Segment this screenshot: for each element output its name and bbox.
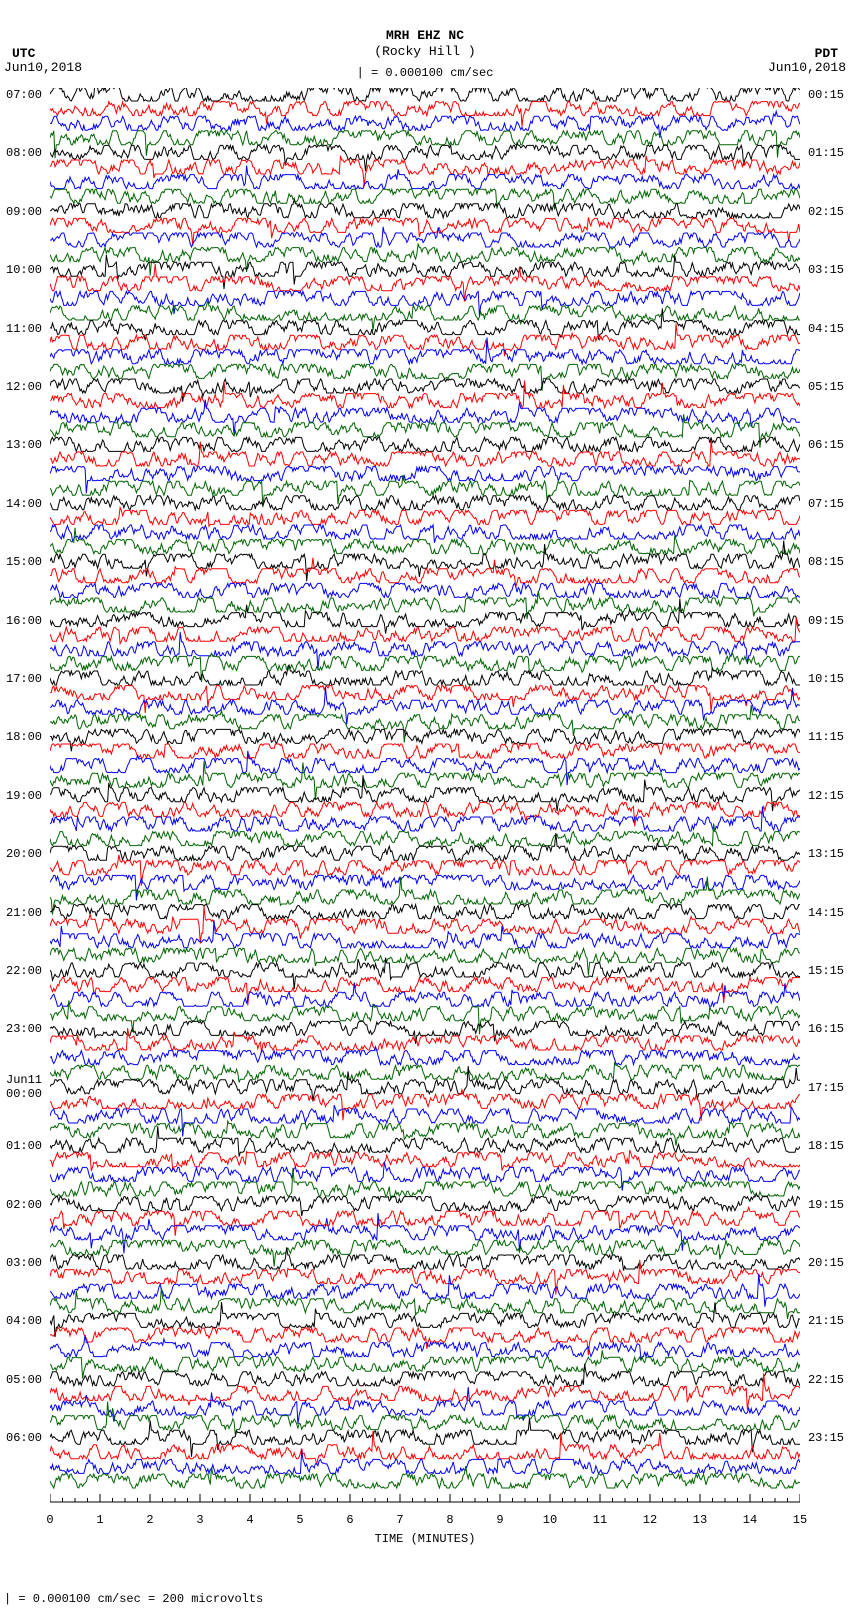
timezone-left: UTC	[12, 46, 35, 61]
x-tick-label: 11	[593, 1513, 607, 1527]
time-label: 21:00	[6, 906, 42, 920]
time-label: 10:00	[6, 263, 42, 277]
time-label: 19:00	[6, 789, 42, 803]
time-label: 12:15	[808, 789, 844, 803]
time-label: 15:00	[6, 555, 42, 569]
x-tick-label: 9	[496, 1513, 503, 1527]
x-tick-label: 0	[46, 1513, 53, 1527]
x-tick-label: 7	[396, 1513, 403, 1527]
trace-canvas	[50, 88, 800, 1508]
station-code: MRH EHZ NC	[0, 28, 850, 43]
time-label: 01:15	[808, 146, 844, 160]
time-label: 09:15	[808, 614, 844, 628]
x-tick-label: 10	[543, 1513, 557, 1527]
x-tick-label: 4	[246, 1513, 253, 1527]
time-label: 14:15	[808, 906, 844, 920]
time-label: 14:00	[6, 497, 42, 511]
time-label: 23:15	[808, 1431, 844, 1445]
x-tick-label: 14	[743, 1513, 757, 1527]
time-label: 11:00	[6, 322, 42, 336]
time-label: 23:00	[6, 1022, 42, 1036]
x-tick-label: 5	[296, 1513, 303, 1527]
seismogram-container: MRH EHZ NC (Rocky Hill ) | = 0.000100 cm…	[0, 0, 850, 1613]
time-label: 04:15	[808, 322, 844, 336]
time-label: 15:15	[808, 964, 844, 978]
x-tick-label: 15	[793, 1513, 807, 1527]
x-axis-ticks: 0123456789101112131415	[50, 1513, 800, 1533]
time-label: 13:15	[808, 847, 844, 861]
time-label: 01:00	[6, 1139, 42, 1153]
time-label: 20:00	[6, 847, 42, 861]
time-label: 16:00	[6, 614, 42, 628]
pdt-time-labels: 00:15 01:15 02:15 03:15 04:15 05:15 06:15 07:15…	[802, 88, 844, 1508]
station-name: (Rocky Hill )	[0, 44, 850, 59]
time-label: 02:15	[808, 205, 844, 219]
time-label: 03:00	[6, 1256, 42, 1270]
x-tick-label: 6	[346, 1513, 353, 1527]
time-label: 09:00	[6, 205, 42, 219]
time-label: 12:00	[6, 380, 42, 394]
time-label: Jun1100:00	[6, 1073, 42, 1101]
x-tick-label: 12	[643, 1513, 657, 1527]
time-label: 18:00	[6, 730, 42, 744]
time-label: 06:00	[6, 1431, 42, 1445]
time-label: 08:00	[6, 146, 42, 160]
time-label: 17:15	[808, 1081, 844, 1095]
time-label: 20:15	[808, 1256, 844, 1270]
x-tick-label: 13	[693, 1513, 707, 1527]
time-label: 04:00	[6, 1314, 42, 1328]
time-label: 05:15	[808, 380, 844, 394]
time-label: 13:00	[6, 438, 42, 452]
date-right: Jun10,2018	[768, 60, 846, 75]
time-label: 22:00	[6, 964, 42, 978]
time-label: 02:00	[6, 1198, 42, 1212]
x-tick-label: 8	[446, 1513, 453, 1527]
time-label: 11:15	[808, 730, 844, 744]
time-label: 22:15	[808, 1373, 844, 1387]
time-label: 03:15	[808, 263, 844, 277]
timezone-right: PDT	[815, 46, 838, 61]
time-label: 06:15	[808, 438, 844, 452]
date-left: Jun10,2018	[4, 60, 82, 75]
x-axis-label: TIME (MINUTES)	[0, 1532, 850, 1546]
time-label: 07:15	[808, 497, 844, 511]
x-tick-label: 1	[96, 1513, 103, 1527]
time-label: 07:00	[6, 88, 42, 102]
time-label: 08:15	[808, 555, 844, 569]
scale-legend: | = 0.000100 cm/sec	[0, 66, 850, 80]
time-label: 05:00	[6, 1373, 42, 1387]
helicorder-plot	[50, 88, 800, 1508]
time-label: 16:15	[808, 1022, 844, 1036]
time-label: 17:00	[6, 672, 42, 686]
time-label: 00:15	[808, 88, 844, 102]
time-label: 21:15	[808, 1314, 844, 1328]
time-label: 10:15	[808, 672, 844, 686]
time-label: 19:15	[808, 1198, 844, 1212]
utc-time-labels: 07:00 08:00 09:00 10:00 11:00 12:00 13:00 14:00…	[6, 88, 48, 1508]
x-tick-label: 2	[146, 1513, 153, 1527]
time-label: 18:15	[808, 1139, 844, 1153]
x-tick-label: 3	[196, 1513, 203, 1527]
scale-footer: | = 0.000100 cm/sec = 200 microvolts	[4, 1592, 263, 1606]
